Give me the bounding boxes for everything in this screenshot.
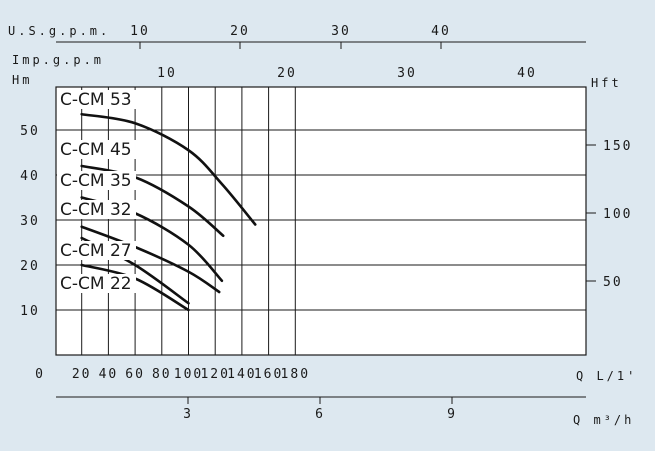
curve-label-background — [57, 90, 136, 109]
curve-label-background — [57, 241, 136, 260]
x-m3h-unit-label: Q m³/h — [573, 413, 634, 427]
x-impgpm-tick-label: 10 — [157, 66, 177, 81]
y-left-tick-label: 40 — [20, 169, 40, 184]
x-primary-tick-label: 140 — [227, 367, 256, 382]
x-impgpm-tick-label: 40 — [517, 66, 537, 81]
x-usgpm-tick-label: 10 — [130, 24, 150, 39]
curve-label-background — [57, 171, 136, 190]
x-usgpm-tick-label: 40 — [431, 24, 451, 39]
x-primary-tick-label: 20 — [72, 367, 92, 382]
x-m3h-tick-label: 6 — [315, 407, 325, 422]
pump-curve — [80, 164, 225, 238]
x-impgpm-tick-label: 20 — [277, 66, 297, 81]
curve-label-background — [57, 274, 136, 293]
y-right-tick-label: 100 — [603, 207, 632, 222]
curve-label: C-CM 32 — [60, 200, 132, 220]
y-right-tick-label: 50 — [603, 275, 623, 290]
x-primary-tick-label: 120 — [200, 367, 229, 382]
pump-curve — [80, 225, 221, 294]
y-right-tick-label: 150 — [603, 139, 632, 154]
axis-labels: C-CM 53 C-CM 45 C-CM 35 C-CM 32 C-CM 27 C-CM … — [8, 24, 637, 427]
y-left-tick-label: 30 — [20, 214, 40, 229]
x-impgpm-unit-label: Imp.g.p.m — [12, 53, 104, 67]
x-m3h-tick-label: 9 — [447, 407, 457, 422]
x-primary-tick-label: 100 — [174, 367, 203, 382]
pump-curve — [80, 112, 257, 226]
x-primary-tick-label: 0 — [35, 367, 45, 382]
x-primary-tick-label: 60 — [125, 367, 145, 382]
x-primary-unit-label: Q L/1' — [576, 369, 637, 383]
x-usgpm-unit-label: U.S.g.p.m. — [8, 24, 110, 38]
curve-label: C-CM 22 — [60, 274, 132, 294]
x-primary-tick-label: 40 — [99, 367, 119, 382]
y-left-unit-label: Hm — [12, 73, 32, 87]
x-primary-tick-label: 160 — [254, 367, 283, 382]
x-m3h-tick-label: 3 — [183, 407, 193, 422]
curve-label-background — [57, 200, 136, 219]
curve-label: C-CM 45 — [60, 140, 132, 160]
y-left-tick-label: 10 — [20, 304, 40, 319]
x-primary-tick-label: 80 — [152, 367, 172, 382]
curve-label: C-CM 35 — [60, 171, 132, 191]
x-usgpm-tick-label: 20 — [230, 24, 250, 39]
curve-label-background — [57, 140, 136, 159]
grid-lines — [56, 87, 586, 355]
x-primary-tick-label: 180 — [281, 367, 310, 382]
y-right-unit-label: Hft — [591, 76, 622, 90]
y-left-tick-label: 50 — [20, 124, 40, 139]
x-usgpm-tick-label: 30 — [331, 24, 351, 39]
y-left-tick-label: 20 — [20, 259, 40, 274]
x-impgpm-tick-label: 30 — [397, 66, 417, 81]
curve-label: C-CM 27 — [60, 241, 132, 261]
curve-label: C-CM 53 — [60, 90, 132, 110]
